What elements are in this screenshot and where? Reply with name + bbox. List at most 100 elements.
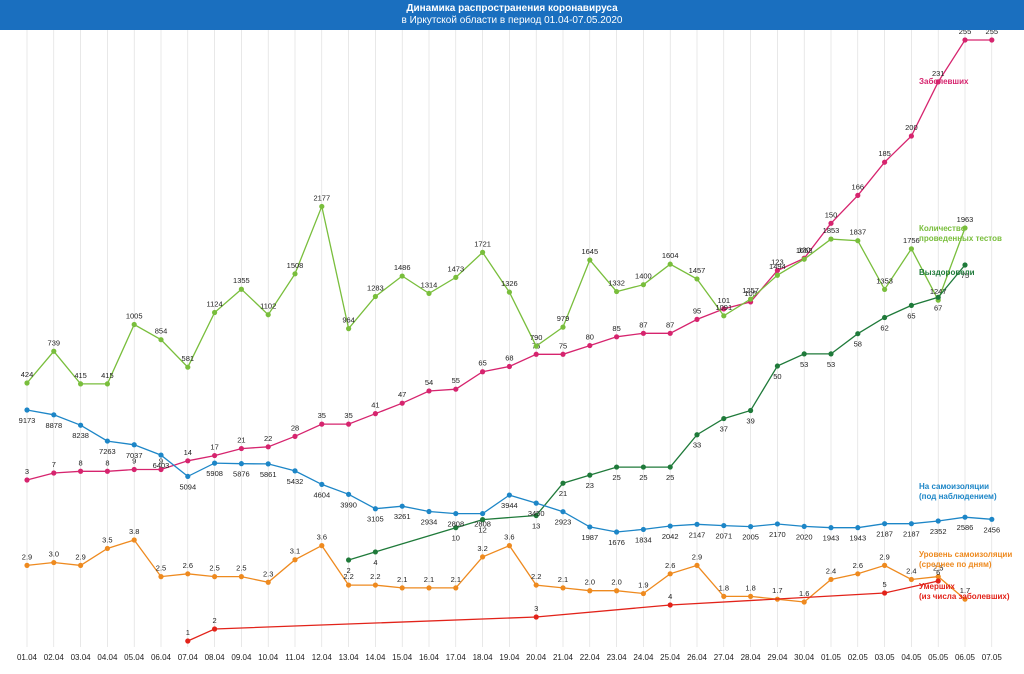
data-label: 1400 [635,272,652,281]
x-tick-label: 13.04 [339,653,360,662]
legend-text: На самоизоляции [919,482,990,491]
data-point [453,510,459,517]
data-label: 1473 [447,264,464,273]
data-label: 2187 [903,530,920,539]
data-label: 2.3 [263,569,273,578]
data-label: 54 [425,378,433,387]
data-label: 6403 [153,461,170,470]
data-point [614,334,620,340]
data-point [78,422,84,428]
data-label: 2.0 [585,578,595,587]
data-point [426,585,432,591]
data-label: 2586 [957,523,974,532]
data-point [774,267,781,274]
data-label: 200 [905,123,918,132]
data-point [721,593,727,599]
data-label: 62 [880,324,888,333]
data-label: 2147 [689,530,706,539]
data-point [426,290,432,296]
x-tick-label: 30.04 [794,653,815,662]
data-label: 1721 [474,239,491,248]
data-label: 2 [213,616,217,625]
data-label: 1494 [769,262,786,271]
data-label: 53 [827,360,835,369]
data-point [801,351,807,357]
data-point [882,159,888,165]
chart-subtitle: в Иркутской области в период 01.04-07.05… [401,15,623,26]
data-point [399,503,405,509]
x-tick-label: 01.05 [821,653,842,662]
data-point [908,302,915,309]
data-point [587,588,593,594]
data-label: 67 [934,303,942,312]
data-point [667,571,673,577]
data-point [640,590,647,597]
data-point [104,381,110,387]
data-label: 2 [347,566,351,575]
data-label: 2071 [715,532,732,541]
data-point [828,220,834,226]
data-point [372,293,378,300]
x-tick-label: 22.04 [580,653,601,662]
data-label: 75 [961,271,969,280]
data-label: 4 [668,592,672,601]
data-label: 7263 [99,447,116,456]
x-tick-label: 14.04 [365,653,386,662]
data-label: 2.5 [236,564,246,573]
data-point [748,296,754,302]
x-tick-label: 17.04 [446,653,467,662]
data-point [855,525,861,531]
legend-text: Уровень самоизоляции [919,550,1013,559]
x-tick-label: 06.04 [151,653,172,662]
x-tick-label: 24.04 [633,653,654,662]
data-label: 5094 [179,482,196,491]
data-label: 2.5 [156,564,166,573]
data-point [640,330,647,336]
data-point [667,464,673,470]
x-tick-label: 03.04 [71,653,92,662]
data-point [908,133,915,139]
data-label: 150 [825,210,838,219]
data-point [640,526,647,533]
x-tick-label: 15.04 [392,653,413,662]
legend-item-sick: Заболевших [919,77,968,87]
data-label: 2.5 [933,564,943,573]
x-tick-label: 04.05 [901,653,922,662]
data-point [212,574,218,580]
data-label: 1005 [126,311,143,320]
data-label: 1102 [260,302,276,311]
data-label: 5 [883,580,887,589]
data-point [238,286,244,292]
legend-text: Количество [919,224,966,233]
data-point [372,549,378,555]
data-label: 1943 [849,534,866,543]
data-point [212,626,218,632]
data-label: 3.0 [49,550,59,559]
data-point [962,262,968,268]
data-label: 17 [210,443,218,452]
data-label: 101 [718,296,731,305]
data-label: 2187 [876,530,893,539]
data-label: 2.6 [183,561,193,570]
x-tick-label: 11.04 [285,653,305,662]
data-point [533,343,539,349]
data-label: 8 [105,458,109,467]
data-point [801,256,807,262]
data-label: 2.1 [397,575,407,584]
data-label: 1853 [823,226,840,235]
data-label: 2.5 [209,564,219,573]
data-point [560,324,566,330]
data-point [560,509,566,515]
series-deaths: 1 2 3 4 5 6 [185,568,941,644]
data-point [748,593,754,599]
data-label: 964 [342,316,355,325]
data-point [882,562,888,568]
data-label: 25 [639,473,647,482]
data-point [480,249,486,255]
data-label: 1.8 [745,583,755,592]
data-label: 2934 [421,518,438,527]
data-label: 2.1 [424,575,434,584]
data-point [51,412,57,418]
data-label: 1508 [287,261,304,270]
series-line-level [26,539,966,603]
